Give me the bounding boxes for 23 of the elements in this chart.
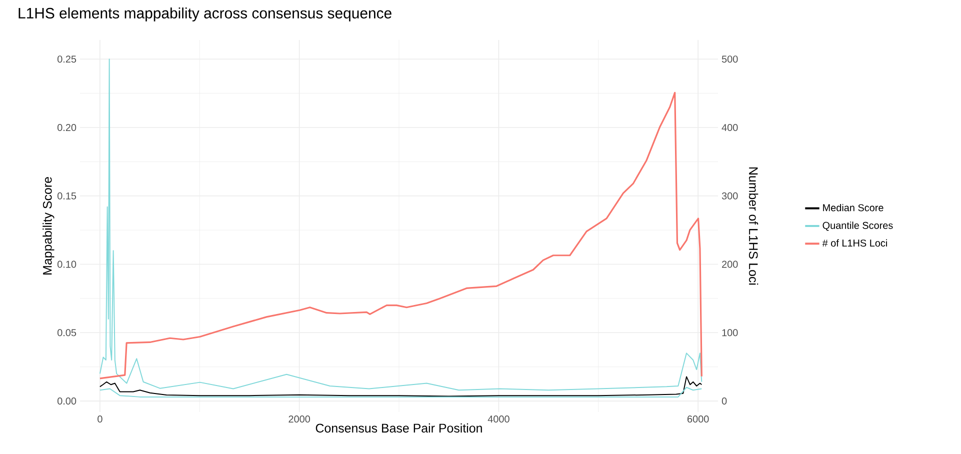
y-tick-label: 0.20 [57,124,76,132]
x-tick-label: 4000 [488,416,510,423]
y-tick-label: 0.05 [57,329,76,336]
y2-tick-label: 200 [722,260,738,268]
y2-tick-label: 300 [722,192,738,200]
legend-label: Quantile Scores [822,222,893,231]
y-tick-label: 0.00 [57,398,76,405]
x-tick-label: 2000 [288,416,310,423]
y-tick-label: 0.10 [57,260,76,268]
legend-label: Median Score [823,204,884,212]
y-axis-title: Mappability Score [42,177,54,274]
x-axis-title: Consensus Base Pair Position [316,423,482,433]
x-tick-label: 6000 [687,416,709,423]
y2-tick-label: 400 [722,124,738,132]
y2-axis-title: Number of L1HS Loci [748,167,758,285]
y2-tick-label: 100 [722,329,738,336]
chart-title: L1HS elements mappability across consensus sequence [18,8,392,22]
y-tick-label: 0.15 [57,192,76,200]
x-tick-label: 0 [98,416,102,423]
y2-tick-label: 0 [722,398,727,405]
y-tick-label: 0.25 [57,56,76,63]
y2-tick-label: 500 [722,56,738,63]
legend-label: # of L1HS Loci [822,239,887,247]
